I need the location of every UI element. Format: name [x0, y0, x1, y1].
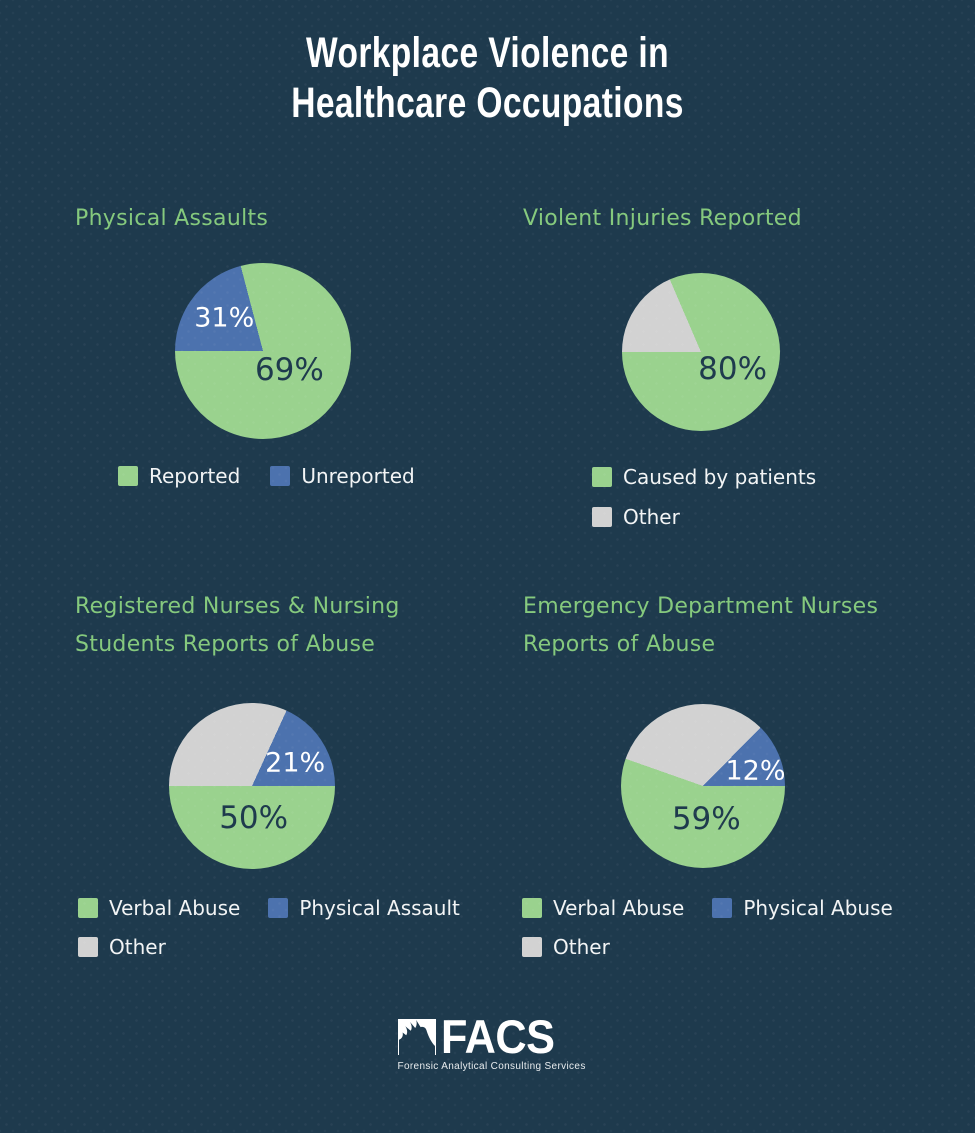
legend-item: Other	[592, 505, 680, 529]
pie-4-label-verbal: 59%	[671, 800, 741, 837]
facs-logo-row: FACS	[397, 1010, 578, 1063]
pie-3-label-physical: 21%	[265, 747, 326, 779]
legend-item: Other	[522, 935, 610, 959]
chart-1-title: Physical Assaults	[75, 206, 269, 231]
legend-label: Unreported	[301, 464, 415, 488]
legend-swatch-blue	[268, 898, 289, 918]
legend-label: Other	[623, 505, 680, 529]
pie-chart-4: 59% 12%	[621, 704, 785, 868]
legend-item: Reported	[118, 464, 240, 488]
page-title: Workplace Violence in Healthcare Occupat…	[107, 28, 868, 128]
legend-swatch-green	[522, 898, 542, 918]
chart-2-legend: Caused by patients Other	[592, 465, 816, 529]
legend-row: Verbal Abuse Physical Assault	[78, 896, 460, 920]
facs-logo-icon	[397, 1019, 436, 1055]
chart-4-legend: Verbal Abuse Physical Abuse Other	[522, 896, 893, 959]
legend-item: Physical Abuse	[712, 896, 893, 920]
pie-3-label-verbal: 50%	[219, 799, 289, 836]
legend-swatch-blue	[270, 466, 291, 486]
legend-label: Physical Abuse	[743, 896, 893, 920]
legend-label: Physical Assault	[299, 896, 460, 920]
pie-1-label-reported: 69%	[254, 352, 324, 389]
page-title-line1: Workplace Violence in	[306, 29, 669, 77]
facs-logo-text: FACS	[440, 1010, 555, 1063]
legend-swatch-gray	[78, 937, 98, 957]
legend-label: Reported	[149, 464, 241, 488]
legend-item: Unreported	[270, 464, 415, 488]
facs-logo: FACS Forensic Analytical Consulting Serv…	[397, 1010, 586, 1072]
chart-3-legend: Verbal Abuse Physical Assault Other	[78, 896, 460, 959]
legend-label: Verbal Abuse	[553, 896, 685, 920]
legend-row: Verbal Abuse Physical Abuse	[522, 896, 893, 920]
legend-swatch-gray	[522, 937, 542, 957]
legend-label: Caused by patients	[623, 465, 817, 489]
chart-2-title: Violent Injuries Reported	[523, 206, 802, 231]
legend-item: Caused by patients	[592, 465, 816, 489]
legend-swatch-green	[78, 898, 98, 918]
legend-swatch-blue	[712, 898, 733, 918]
legend-item: Physical Assault	[268, 896, 460, 920]
pie-chart-3: 50% 21%	[169, 703, 335, 869]
legend-label: Other	[553, 935, 610, 959]
legend-label: Other	[109, 935, 166, 959]
chart-4-title: Emergency Department Nurses Reports of A…	[523, 594, 879, 657]
legend-swatch-gray	[592, 507, 612, 527]
chart-1-legend: Reported Unreported	[118, 464, 415, 488]
legend-item: Verbal Abuse	[78, 896, 240, 920]
pie-4-label-physical: 12%	[725, 755, 786, 787]
legend-swatch-green	[592, 467, 612, 487]
page-title-line2: Healthcare Occupations	[291, 79, 684, 127]
pie-chart-2: 80%	[622, 273, 780, 431]
footer: FACS Forensic Analytical Consulting Serv…	[0, 1010, 975, 1072]
legend-label: Verbal Abuse	[109, 896, 241, 920]
pie-1-label-unreported: 31%	[194, 302, 255, 334]
chart-3-title: Registered Nurses & Nursing Students Rep…	[75, 594, 400, 657]
pie-chart-1: 69% 31%	[175, 263, 351, 439]
legend-item: Verbal Abuse	[522, 896, 684, 920]
pie-2-label-patients: 80%	[698, 351, 768, 388]
legend-swatch-green	[118, 466, 138, 486]
legend-item: Other	[78, 935, 166, 959]
facs-tagline: Forensic Analytical Consulting Services	[397, 1061, 586, 1072]
